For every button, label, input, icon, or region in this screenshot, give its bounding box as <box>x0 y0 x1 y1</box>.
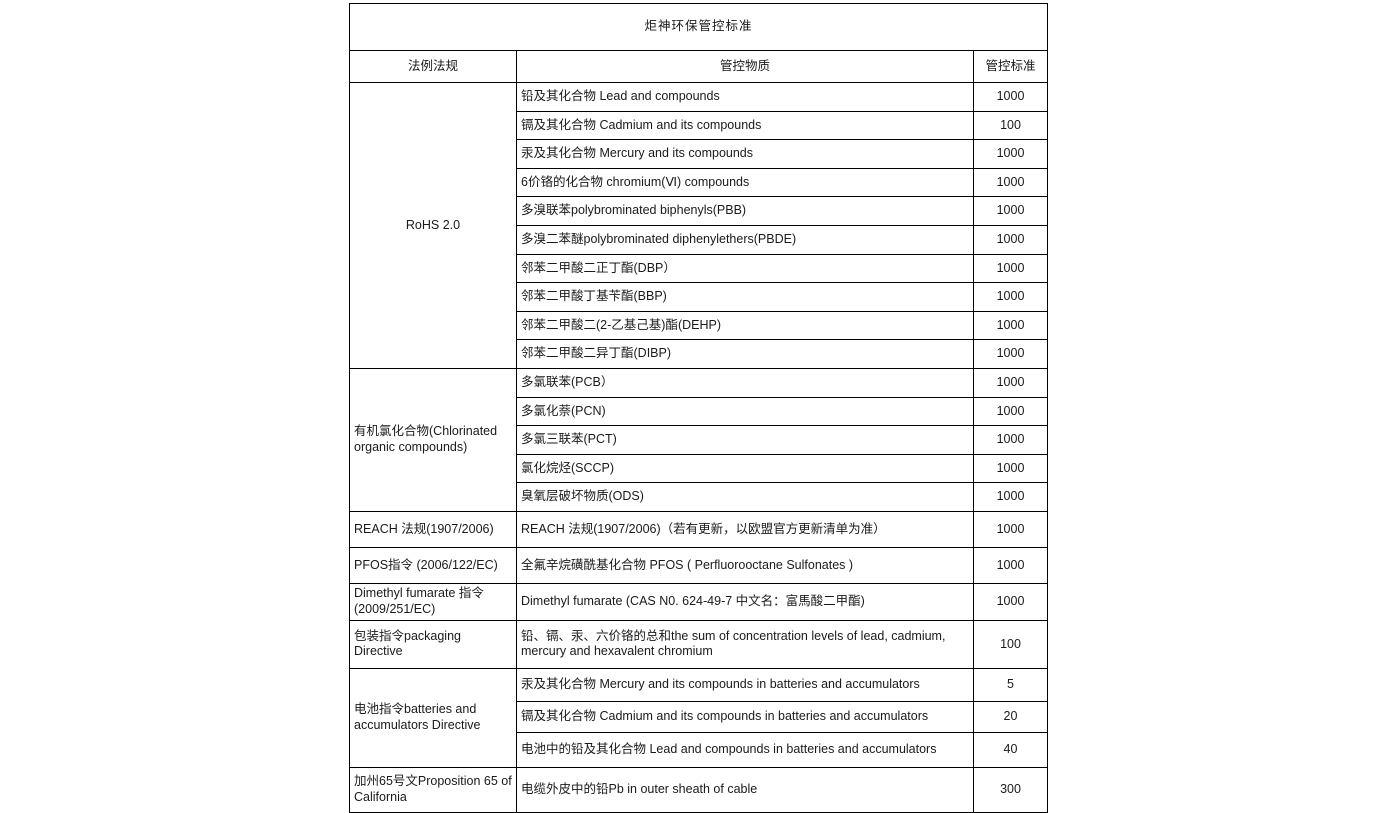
control-standard-cell: 1000 <box>972 367 1049 398</box>
controlled-substance-cell: 电缆外皮中的铅Pb in outer sheath of cable <box>516 766 974 813</box>
control-standard-cell: 300 <box>972 766 1049 813</box>
table-row: 6价铬的化合物 chromium(Ⅵ) compounds 1000 <box>350 167 1049 198</box>
law-regulation-cell: RoHS 2.0 <box>349 82 517 369</box>
table-row: Dimethyl fumarate 指令(2009/251/EC) Dimethy… <box>349 582 1049 621</box>
controlled-substance-cell: 邻苯二甲酸二异丁酯(DIBP) <box>516 339 974 369</box>
control-standard-cell: 20 <box>972 700 1049 733</box>
table-row: 电池中的铅及其化合物 Lead and compounds in batteri… <box>350 731 1049 768</box>
control-standard-cell: 1000 <box>972 425 1049 455</box>
law-regulation-cell: 包装指令packaging Directive <box>349 619 517 669</box>
control-standard-cell: 1000 <box>972 482 1049 512</box>
table-row: 镉及其化合物 Cadmium and its compounds 100 <box>350 110 1049 141</box>
page-title: 炬神环保管控标准 <box>348 3 1049 51</box>
controlled-substance-cell: 多氯化萘(PCN) <box>516 396 974 427</box>
law-regulation-cell: Dimethyl fumarate 指令(2009/251/EC) <box>349 582 517 621</box>
controlled-substance-cell: 氯化烷烃(SCCP) <box>516 453 974 484</box>
control-standard-cell: 1000 <box>972 196 1049 226</box>
controlled-substance-cell: 多溴联苯polybrominated biphenyls(PBB) <box>516 196 974 226</box>
control-standard-cell: 1000 <box>972 253 1049 284</box>
controlled-substance-cell: 邻苯二甲酸二(2-乙基己基)酯(DEHP) <box>516 310 974 341</box>
control-standard-cell: 1000 <box>972 82 1049 112</box>
column-header-substance: 管控物质 <box>516 50 974 83</box>
table-row: PFOS指令 (2006/122/EC) 全氟辛烷磺酰基化合物 PFOS ( Pe… <box>349 546 1049 584</box>
table-row: 加州65号文Proposition 65 of California 电缆外皮中的… <box>349 766 1049 813</box>
control-standard-cell: 1000 <box>972 167 1049 198</box>
header-row: 法例法规 管控物质 管控标准 <box>349 50 1049 83</box>
controlled-substance-cell: 汞及其化合物 Mercury and its compounds <box>516 139 974 169</box>
control-standard-cell: 1000 <box>972 339 1049 369</box>
column-header-law: 法例法规 <box>349 50 517 83</box>
control-standard-cell: 1000 <box>972 310 1049 341</box>
controlled-substance-cell: 多氯三联苯(PCT) <box>516 425 974 455</box>
law-regulation-cell: 有机氯化合物(Chlorinated organic compounds) <box>349 367 517 512</box>
control-standard-cell: 1000 <box>972 546 1049 584</box>
table-row: 镉及其化合物 Cadmium and its compounds in batt… <box>350 700 1049 733</box>
law-regulation-cell: PFOS指令 (2006/122/EC) <box>349 546 517 584</box>
table-body: 炬神环保管控标准 法例法规 管控物质 管控标准 RoHS 2.0 铅及其化合物 L… <box>348 3 1049 813</box>
controlled-substance-cell: 电池中的铅及其化合物 Lead and compounds in batteri… <box>516 731 974 768</box>
control-standard-cell: 5 <box>972 667 1049 702</box>
controlled-substance-cell: 6价铬的化合物 chromium(Ⅵ) compounds <box>516 167 974 198</box>
table-row: 氯化烷烃(SCCP) 1000 <box>350 453 1049 484</box>
table-row: 电池指令batteries and accumulators Directive… <box>349 667 1049 768</box>
document-canvas: 炬神环保管控标准 法例法规 管控物质 管控标准 RoHS 2.0 铅及其化合物 L… <box>348 3 1049 813</box>
table-row: 多溴二苯醚polybrominated diphenylethers(PBDE)… <box>350 224 1049 255</box>
controlled-substance-cell: REACH 法规(1907/2006)（若有更新，以欧盟官方更新清单为准） <box>516 510 974 548</box>
control-standard-cell: 1000 <box>972 453 1049 484</box>
table-row: REACH 法规(1907/2006) REACH 法规(1907/2006)（若… <box>349 510 1049 548</box>
controlled-substance-cell: 多溴二苯醚polybrominated diphenylethers(PBDE) <box>516 224 974 255</box>
law-regulation-cell: REACH 法规(1907/2006) <box>349 510 517 548</box>
table-row: 多氯三联苯(PCT) 1000 <box>350 425 1049 455</box>
control-standard-cell: 40 <box>972 731 1049 768</box>
law-regulation-cell: 加州65号文Proposition 65 of California <box>349 766 517 813</box>
control-standard-cell: 1000 <box>972 139 1049 169</box>
title-row: 炬神环保管控标准 <box>348 3 1049 51</box>
table-row: 邻苯二甲酸二正丁酯(DBP） 1000 <box>350 253 1049 284</box>
law-regulation-cell: 电池指令batteries and accumulators Directive <box>349 667 517 768</box>
table-row: 包装指令packaging Directive 铅、镉、汞、六价铬的总和the s… <box>349 619 1049 669</box>
table-row: 邻苯二甲酸丁基苄酯(BBP) 1000 <box>350 282 1049 312</box>
control-standard-cell: 1000 <box>972 582 1049 621</box>
controlled-substance-cell: 邻苯二甲酸二正丁酯(DBP） <box>516 253 974 284</box>
control-standard-cell: 100 <box>972 110 1049 141</box>
controlled-substance-cell: Dimethyl fumarate (CAS N0. 624-49-7 中文名：… <box>516 582 974 621</box>
controlled-substance-cell: 镉及其化合物 Cadmium and its compounds <box>516 110 974 141</box>
control-standard-cell: 1000 <box>972 396 1049 427</box>
control-standard-cell: 100 <box>972 619 1049 669</box>
table-row: 多溴联苯polybrominated biphenyls(PBB) 1000 <box>350 196 1049 226</box>
controlled-substance-cell: 铅、镉、汞、六价铬的总和the sum of concentration lev… <box>516 619 974 669</box>
controlled-substance-cell: 多氯联苯(PCB） <box>516 367 974 398</box>
table-row: 邻苯二甲酸二异丁酯(DIBP) 1000 <box>350 339 1049 369</box>
table-row: RoHS 2.0 铅及其化合物 Lead and compounds 1000 <box>349 82 1049 369</box>
controlled-substance-cell: 汞及其化合物 Mercury and its compounds in batt… <box>516 667 974 702</box>
control-standard-cell: 1000 <box>972 510 1049 548</box>
controlled-substance-cell: 镉及其化合物 Cadmium and its compounds in batt… <box>516 700 974 733</box>
controlled-substance-cell: 全氟辛烷磺酰基化合物 PFOS ( Perfluorooctane Sulfon… <box>516 546 974 584</box>
controlled-substance-cell: 臭氧层破坏物质(ODS) <box>516 482 974 512</box>
control-standard-cell: 1000 <box>972 282 1049 312</box>
table-row: 臭氧层破坏物质(ODS) 1000 <box>350 482 1049 512</box>
controlled-substance-cell: 铅及其化合物 Lead and compounds <box>516 82 974 112</box>
column-header-standard: 管控标准 <box>972 50 1049 83</box>
environmental-control-standards-table: 炬神环保管控标准 法例法规 管控物质 管控标准 RoHS 2.0 铅及其化合物 L… <box>348 3 1049 813</box>
table-row: 有机氯化合物(Chlorinated organic compounds) 多氯联… <box>349 367 1049 512</box>
controlled-substance-cell: 邻苯二甲酸丁基苄酯(BBP) <box>516 282 974 312</box>
table-row: 邻苯二甲酸二(2-乙基己基)酯(DEHP) 1000 <box>350 310 1049 341</box>
control-standard-cell: 1000 <box>972 224 1049 255</box>
